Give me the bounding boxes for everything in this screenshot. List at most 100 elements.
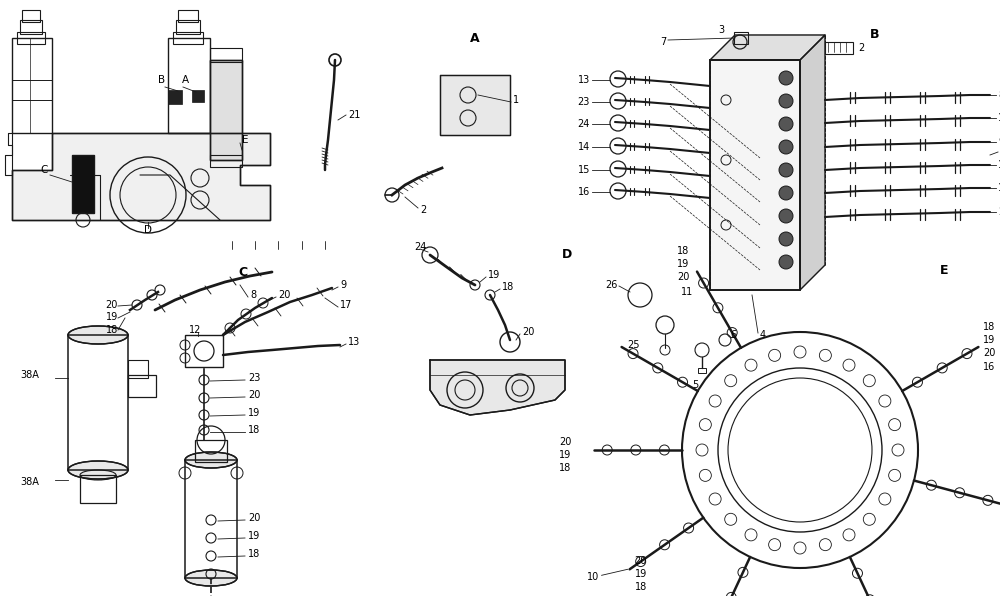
Text: 20: 20 (522, 327, 534, 337)
Text: 6: 6 (730, 330, 736, 340)
Bar (195, 440, 227, 462)
Ellipse shape (68, 326, 128, 344)
Bar (22, 10, 40, 22)
Text: 18: 18 (248, 549, 260, 559)
Text: 2: 2 (420, 205, 426, 215)
Text: 19: 19 (559, 450, 571, 460)
Text: 21: 21 (348, 110, 360, 120)
Bar (68, 335, 128, 470)
Text: 22: 22 (998, 207, 1000, 217)
Bar (12, 38, 52, 133)
Bar (178, 10, 198, 22)
Text: 15: 15 (578, 165, 590, 175)
Circle shape (779, 255, 793, 269)
Text: 38A: 38A (20, 477, 39, 487)
Text: B: B (870, 29, 880, 42)
Text: 19: 19 (248, 531, 260, 541)
Text: D: D (562, 249, 572, 262)
Text: 20: 20 (106, 300, 118, 310)
Polygon shape (710, 35, 825, 60)
Bar (80, 475, 116, 503)
Bar (128, 360, 148, 378)
Text: 9: 9 (340, 280, 346, 290)
Bar (210, 48, 242, 62)
Text: 20: 20 (559, 437, 571, 447)
Text: 12: 12 (998, 113, 1000, 123)
Text: 20: 20 (278, 290, 290, 300)
Text: 20: 20 (248, 513, 260, 523)
Polygon shape (12, 133, 270, 220)
Ellipse shape (185, 570, 237, 586)
Bar (710, 60, 800, 290)
Text: 23: 23 (248, 373, 260, 383)
Text: 13: 13 (578, 75, 590, 85)
Text: 18: 18 (677, 246, 689, 256)
Text: 8: 8 (250, 290, 256, 300)
Text: 20: 20 (248, 390, 260, 400)
Text: 5: 5 (692, 380, 698, 390)
Text: 19: 19 (106, 312, 118, 322)
Circle shape (779, 186, 793, 200)
Bar (825, 42, 853, 54)
Circle shape (779, 163, 793, 177)
Text: 2: 2 (858, 43, 864, 53)
Ellipse shape (68, 461, 128, 479)
Bar (128, 375, 156, 397)
Bar (185, 460, 237, 578)
Bar (72, 155, 94, 213)
Text: 18: 18 (106, 325, 118, 335)
Text: 18: 18 (248, 425, 260, 435)
Text: 9: 9 (998, 137, 1000, 147)
Bar (734, 32, 748, 44)
Bar (185, 335, 223, 367)
Text: 14: 14 (578, 142, 590, 152)
Text: 16: 16 (983, 362, 996, 372)
Bar (168, 38, 210, 133)
Text: 10: 10 (998, 183, 1000, 193)
Polygon shape (430, 360, 565, 415)
Text: 4: 4 (760, 330, 766, 340)
Polygon shape (440, 75, 510, 135)
Text: 26: 26 (606, 280, 618, 290)
Text: C: C (40, 165, 47, 175)
Bar (192, 90, 204, 102)
Text: A: A (470, 32, 480, 45)
Ellipse shape (185, 452, 237, 468)
Text: 12: 12 (189, 325, 201, 335)
Text: 24: 24 (414, 242, 426, 252)
Text: 18: 18 (983, 322, 996, 332)
Circle shape (779, 71, 793, 85)
Bar (20, 20, 42, 34)
Bar (17, 32, 45, 44)
Bar (176, 20, 200, 34)
Text: 38A: 38A (20, 370, 39, 380)
Text: E: E (242, 135, 248, 145)
Bar (168, 90, 182, 104)
Bar (210, 60, 242, 160)
Bar (72, 155, 94, 213)
Text: 10: 10 (587, 572, 600, 582)
Text: 18: 18 (635, 582, 647, 592)
Text: D: D (144, 225, 152, 235)
Circle shape (779, 117, 793, 131)
Text: 20: 20 (983, 348, 996, 358)
Text: 16: 16 (578, 187, 590, 197)
Bar (210, 60, 242, 160)
Circle shape (779, 209, 793, 223)
Text: 20: 20 (635, 556, 647, 566)
Text: 11: 11 (998, 160, 1000, 170)
Text: 19: 19 (635, 569, 647, 579)
Text: 19: 19 (488, 270, 500, 280)
Text: B: B (158, 75, 165, 85)
Text: 1: 1 (513, 95, 519, 105)
Bar (173, 32, 203, 44)
Text: A: A (182, 75, 189, 85)
Bar (698, 368, 706, 373)
Text: 24: 24 (578, 119, 590, 129)
Text: E: E (940, 263, 948, 277)
Text: 7: 7 (660, 37, 666, 47)
Bar (210, 155, 242, 167)
Text: 18: 18 (502, 282, 514, 292)
Text: 13: 13 (348, 337, 360, 347)
Circle shape (779, 94, 793, 108)
